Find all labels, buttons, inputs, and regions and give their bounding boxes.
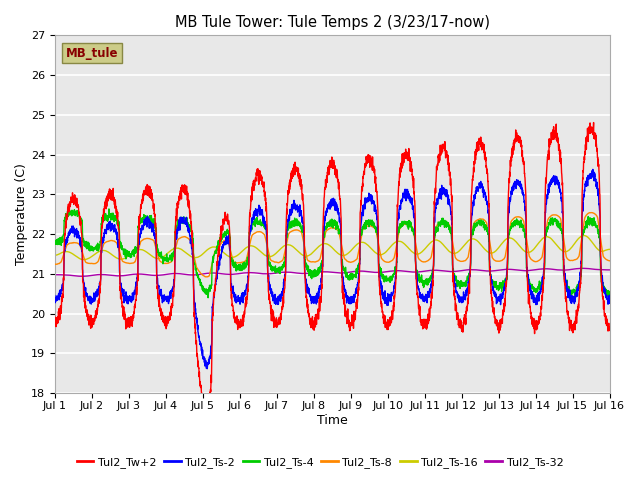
Tul2_Ts-16: [595, 247, 603, 253]
Tul2_Ts-4: [204, 295, 212, 300]
Tul2_Ts-16: [115, 256, 122, 262]
Tul2_Tw+2: [535, 313, 543, 319]
Line: Tul2_Ts-32: Tul2_Ts-32: [55, 268, 609, 276]
Tul2_Ts-4: [288, 220, 296, 226]
Tul2_Ts-8: [264, 245, 271, 251]
Tul2_Ts-16: [147, 252, 155, 258]
Tul2_Ts-16: [288, 243, 296, 249]
Tul2_Tw+2: [147, 196, 155, 202]
Tul2_Ts-32: [579, 265, 586, 271]
Line: Tul2_Ts-4: Tul2_Ts-4: [55, 209, 609, 298]
Text: MB_tule: MB_tule: [66, 47, 118, 60]
Tul2_Ts-2: [288, 202, 296, 207]
Tul2_Ts-8: [535, 257, 543, 263]
Tul2_Ts-4: [115, 217, 122, 223]
Tul2_Tw+2: [288, 168, 296, 174]
Tul2_Ts-4: [147, 217, 155, 223]
Tul2_Ts-2: [147, 224, 155, 230]
X-axis label: Time: Time: [317, 414, 348, 427]
Line: Tul2_Ts-8: Tul2_Ts-8: [55, 213, 609, 277]
Tul2_Ts-8: [51, 262, 59, 267]
Tul2_Ts-4: [605, 291, 613, 297]
Tul2_Ts-32: [288, 270, 296, 276]
Tul2_Ts-2: [535, 296, 543, 301]
Tul2_Ts-32: [115, 273, 122, 279]
Tul2_Ts-32: [79, 274, 86, 279]
Tul2_Ts-16: [580, 233, 588, 239]
Tul2_Ts-2: [589, 167, 596, 172]
Tul2_Ts-8: [114, 244, 122, 250]
Tul2_Ts-16: [51, 252, 59, 258]
Tul2_Ts-2: [605, 292, 613, 298]
Tul2_Ts-32: [51, 272, 59, 277]
Tul2_Ts-8: [147, 236, 155, 242]
Line: Tul2_Tw+2: Tul2_Tw+2: [55, 122, 609, 417]
Tul2_Ts-4: [105, 206, 113, 212]
Tul2_Ts-4: [264, 255, 272, 261]
Tul2_Ts-2: [51, 293, 59, 299]
Tul2_Ts-8: [605, 258, 613, 264]
Tul2_Ts-32: [595, 267, 603, 273]
Tul2_Ts-4: [536, 283, 543, 289]
Tul2_Ts-2: [204, 366, 211, 372]
Tul2_Ts-8: [586, 210, 593, 216]
Tul2_Tw+2: [51, 313, 59, 319]
Tul2_Tw+2: [203, 414, 211, 420]
Legend: Tul2_Tw+2, Tul2_Ts-2, Tul2_Ts-4, Tul2_Ts-8, Tul2_Ts-16, Tul2_Ts-32: Tul2_Tw+2, Tul2_Ts-2, Tul2_Ts-4, Tul2_Ts…: [72, 452, 568, 472]
Tul2_Ts-2: [264, 269, 271, 275]
Tul2_Ts-2: [114, 239, 122, 245]
Line: Tul2_Ts-16: Tul2_Ts-16: [55, 236, 609, 260]
Tul2_Ts-8: [288, 228, 296, 234]
Tul2_Ts-2: [595, 202, 603, 207]
Tul2_Tw+2: [264, 267, 271, 273]
Title: MB Tule Tower: Tule Temps 2 (3/23/17-now): MB Tule Tower: Tule Temps 2 (3/23/17-now…: [175, 15, 490, 30]
Tul2_Ts-16: [264, 253, 271, 259]
Tul2_Tw+2: [595, 168, 603, 174]
Tul2_Ts-16: [80, 257, 88, 263]
Tul2_Ts-8: [595, 224, 603, 229]
Tul2_Ts-32: [147, 272, 155, 278]
Tul2_Ts-16: [605, 246, 613, 252]
Tul2_Ts-4: [51, 241, 59, 247]
Tul2_Ts-16: [535, 240, 543, 245]
Tul2_Ts-32: [264, 271, 271, 277]
Tul2_Tw+2: [114, 223, 122, 228]
Tul2_Ts-32: [605, 267, 613, 273]
Tul2_Tw+2: [605, 324, 613, 330]
Tul2_Ts-4: [595, 231, 603, 237]
Tul2_Ts-32: [535, 266, 543, 272]
Line: Tul2_Ts-2: Tul2_Ts-2: [55, 169, 609, 369]
Tul2_Tw+2: [589, 120, 597, 125]
Y-axis label: Temperature (C): Temperature (C): [15, 163, 28, 265]
Tul2_Ts-8: [203, 274, 211, 280]
